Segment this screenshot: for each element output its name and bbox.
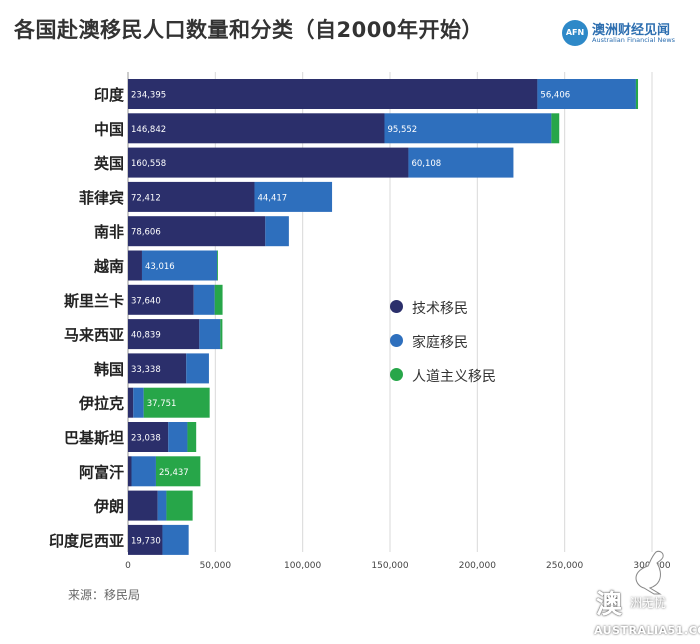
watermark-big: 澳: [596, 590, 623, 620]
bar-segment-family: [254, 181, 333, 212]
bar-segment-skilled: [128, 79, 538, 109]
bar-segment-family: [162, 524, 189, 555]
legend-swatch-family: [390, 334, 403, 347]
category-label: 马来西亚: [64, 326, 124, 344]
bar-segment-skilled: [128, 284, 194, 315]
data-label: 40,839: [131, 331, 161, 341]
afn-logo-icon: AFN: [562, 20, 588, 46]
chart-title: 各国赴澳移民人口数量和分类（自2000年开始）: [14, 18, 483, 42]
legend-label-humanitarian: 人道主义移民: [412, 369, 496, 385]
data-label: 44,417: [257, 193, 287, 203]
x-tick-label: 0: [125, 561, 131, 571]
bar-segment-skilled: [128, 250, 142, 281]
category-label: 菲律宾: [79, 189, 124, 207]
site-watermark: 澳 洲无忧 AUSTRALIA51.COM: [590, 548, 700, 644]
bar-segment-family: [193, 284, 215, 315]
kangaroo-icon: [635, 550, 664, 595]
x-tick-label: 150,000: [371, 561, 408, 571]
data-label: 146,842: [131, 125, 166, 135]
category-label: 斯里兰卡: [64, 292, 124, 310]
bar-segment-family: [133, 387, 144, 418]
bar-segment-skilled: [128, 319, 200, 350]
bar-segment-humanitarian: [635, 79, 639, 109]
bar-segment-humanitarian: [214, 284, 223, 315]
legend-label-family: 家庭移民: [412, 335, 468, 351]
bar-segment-family: [384, 113, 552, 144]
data-label: 43,016: [145, 262, 175, 272]
bar-segment-family: [186, 353, 209, 384]
bar-segment-family: [157, 490, 167, 521]
category-label: 印度尼西亚: [49, 532, 124, 550]
legend-item-humanitarian: 人道主义移民: [390, 366, 530, 385]
bar-segment-skilled: [128, 353, 187, 384]
bar-segment-skilled: [128, 216, 266, 247]
data-label: 78,606: [131, 228, 161, 238]
data-label: 72,412: [131, 193, 161, 203]
category-label: 南非: [94, 223, 124, 241]
watermark-small: 洲无忧: [630, 596, 667, 610]
bar-segment-family: [408, 147, 514, 178]
data-label: 19,730: [131, 536, 161, 546]
data-label: 37,751: [147, 399, 177, 409]
bar-segment-family: [141, 250, 218, 281]
category-label: 中国: [94, 120, 124, 138]
bar-segment-skilled: [128, 422, 169, 452]
bar-segment-humanitarian: [166, 490, 193, 521]
category-label: 伊朗: [93, 498, 124, 516]
data-label: 60,108: [411, 159, 441, 169]
category-label: 英国: [94, 155, 124, 173]
logo-name: 澳洲财经见闻: [592, 23, 671, 38]
category-label: 巴基斯坦: [64, 429, 124, 447]
bar-segment-family: [199, 319, 221, 350]
data-label: 56,406: [540, 91, 570, 101]
bar-segment-humanitarian: [143, 387, 210, 418]
bar-segment-humanitarian: [551, 113, 560, 144]
data-label: 160,558: [131, 159, 166, 169]
legend-swatch-skilled: [390, 300, 403, 313]
category-label: 越南: [93, 258, 124, 276]
bar-segment-skilled: [128, 490, 158, 521]
bar-segment-family: [131, 456, 156, 487]
x-tick-label: 250,000: [546, 561, 583, 571]
x-tick-label: 50,000: [200, 561, 232, 571]
source-note: 来源：移民局: [68, 588, 141, 602]
legend-swatch-humanitarian: [390, 368, 403, 381]
watermark-url: AUSTRALIA51.COM: [594, 624, 700, 637]
category-label: 伊拉克: [78, 395, 124, 413]
bar-segment-humanitarian: [220, 319, 223, 350]
x-tick-label: 100,000: [284, 561, 321, 571]
bar-segment-skilled: [128, 387, 134, 418]
data-label: 33,338: [131, 365, 161, 375]
bar-segment-humanitarian: [187, 422, 197, 452]
bar-segment-skilled: [128, 181, 255, 212]
x-tick-label: 200,000: [459, 561, 496, 571]
bar-segment-skilled: [128, 147, 409, 178]
data-label: 95,552: [387, 125, 417, 135]
data-label: 37,640: [131, 296, 161, 306]
data-label: 25,437: [159, 468, 189, 478]
legend-item-skilled: 技术移民: [390, 298, 530, 317]
bar-segment-skilled: [128, 524, 163, 555]
bar-segment-skilled: [128, 113, 385, 144]
brand-logo: AFN 澳洲财经见闻 Australian Financial News: [562, 20, 694, 52]
category-label: 韩国: [94, 360, 124, 378]
logo-subtitle: Australian Financial News: [592, 36, 676, 44]
data-label: 234,395: [131, 91, 166, 101]
bar-segment-family: [537, 79, 636, 109]
data-label: 23,038: [131, 434, 161, 444]
bar-segment-family: [168, 422, 188, 452]
category-label: 阿富汗: [79, 463, 124, 481]
bar-segment-skilled: [128, 456, 132, 487]
legend-item-family: 家庭移民: [390, 332, 530, 351]
category-label: 印度: [94, 86, 125, 104]
bar-segment-humanitarian: [155, 456, 201, 487]
legend-label-skilled: 技术移民: [412, 301, 468, 317]
bar-segment-humanitarian: [217, 250, 218, 281]
bar-segment-family: [265, 216, 289, 247]
